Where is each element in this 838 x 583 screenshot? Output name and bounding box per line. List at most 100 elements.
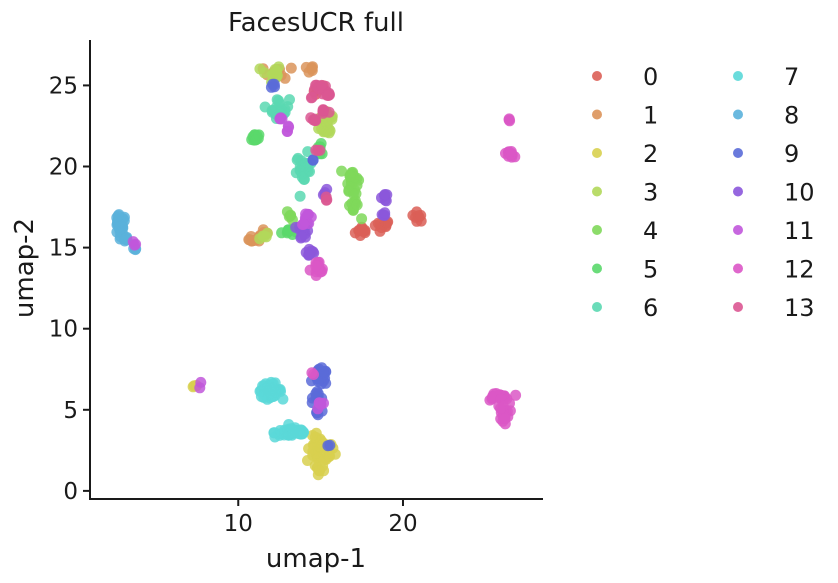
data-point-6 <box>294 190 306 202</box>
data-point-11 <box>130 238 142 250</box>
legend-marker-1 <box>592 109 602 120</box>
data-point-10 <box>379 189 391 200</box>
data-point-4 <box>344 170 356 182</box>
scatter-points <box>111 61 522 481</box>
legend-marker-11 <box>733 225 743 235</box>
data-point-12 <box>487 391 499 403</box>
data-point-11 <box>282 120 294 132</box>
data-point-0 <box>357 225 368 237</box>
data-point-4 <box>285 209 297 221</box>
legend-marker-13 <box>733 302 743 312</box>
x-tick-label: 10 <box>224 511 253 537</box>
legend-label-11: 11 <box>784 217 815 245</box>
y-tick-label: 15 <box>49 236 78 262</box>
legend-label-9: 9 <box>784 140 799 168</box>
data-point-9 <box>269 81 280 93</box>
data-point-4 <box>336 165 348 177</box>
legend-label-7: 7 <box>784 63 799 91</box>
data-point-9 <box>307 154 319 166</box>
data-point-13 <box>322 90 334 101</box>
data-point-3 <box>321 118 333 130</box>
data-point-7 <box>277 393 289 405</box>
data-point-11 <box>194 382 206 394</box>
legend-label-8: 8 <box>784 102 799 130</box>
legend-label-1: 1 <box>643 102 658 130</box>
data-point-5 <box>253 129 265 141</box>
legend-label-0: 0 <box>643 63 658 91</box>
data-point-8 <box>112 210 124 222</box>
legend-label-12: 12 <box>784 256 815 284</box>
data-point-13 <box>310 115 322 126</box>
data-point-12 <box>499 413 511 425</box>
legend-marker-2 <box>592 148 602 158</box>
legend-marker-5 <box>592 263 602 274</box>
legend-label-6: 6 <box>643 294 658 322</box>
data-point-1 <box>244 234 256 246</box>
data-point-0 <box>369 220 381 231</box>
data-point-12 <box>495 402 506 414</box>
data-point-12 <box>510 389 522 401</box>
y-tick-label: 25 <box>49 73 78 99</box>
data-point-4 <box>351 199 363 211</box>
data-point-7 <box>287 424 299 435</box>
y-tick-label: 0 <box>63 479 78 505</box>
data-point-12 <box>504 115 516 127</box>
data-point-12 <box>505 146 517 157</box>
data-point-10 <box>296 231 308 243</box>
legend-marker-12 <box>733 263 743 274</box>
data-point-9 <box>324 439 336 451</box>
y-tick-label: 20 <box>49 155 78 181</box>
data-point-7 <box>295 428 307 440</box>
chart-title: FacesUCR full <box>228 8 404 38</box>
data-point-6 <box>298 163 310 174</box>
legend-marker-8 <box>733 109 743 120</box>
data-point-12 <box>310 260 322 272</box>
data-point-13 <box>310 144 322 156</box>
data-point-13 <box>306 91 318 103</box>
data-point-11 <box>300 208 312 220</box>
data-point-6 <box>273 95 284 107</box>
legend-marker-6 <box>592 302 602 312</box>
data-point-3 <box>323 127 335 139</box>
data-point-7 <box>268 427 280 439</box>
legend-marker-3 <box>592 186 602 197</box>
data-point-6 <box>298 173 310 185</box>
data-point-2 <box>313 465 325 477</box>
data-point-4 <box>347 188 359 200</box>
x-axis-title: umap-1 <box>266 544 366 574</box>
data-point-1 <box>307 61 318 73</box>
data-point-8 <box>113 221 125 233</box>
data-point-0 <box>415 209 427 221</box>
legend-label-10: 10 <box>784 179 815 207</box>
x-axis-ticks: 10 20 <box>224 499 418 537</box>
legend-marker-7 <box>733 71 743 81</box>
y-axis-ticks: 0 5 10 15 20 25 <box>49 73 90 505</box>
legend-label-3: 3 <box>643 179 658 207</box>
data-point-1 <box>285 62 297 74</box>
data-point-11 <box>298 218 309 230</box>
y-tick-label: 10 <box>49 317 78 343</box>
x-tick-label: 20 <box>388 511 417 537</box>
legend-label-13: 13 <box>784 294 815 322</box>
data-point-2 <box>307 430 318 441</box>
data-point-7 <box>267 382 279 394</box>
data-point-3 <box>258 67 270 79</box>
data-point-7 <box>255 391 267 402</box>
legend-label-5: 5 <box>643 256 658 284</box>
legend-marker-4 <box>592 225 602 235</box>
data-point-3 <box>261 227 273 239</box>
data-point-13 <box>320 194 332 206</box>
data-point-4 <box>351 179 363 191</box>
data-point-6 <box>291 154 303 166</box>
data-point-13 <box>316 79 328 91</box>
y-tick-label: 5 <box>63 398 78 424</box>
y-axis-title: umap-2 <box>10 218 40 318</box>
data-point-10 <box>303 249 315 261</box>
data-point-7 <box>276 428 288 440</box>
legend-marker-10 <box>733 186 743 197</box>
data-point-11 <box>318 397 329 409</box>
data-point-13 <box>318 104 329 116</box>
legend-marker-9 <box>733 148 743 158</box>
